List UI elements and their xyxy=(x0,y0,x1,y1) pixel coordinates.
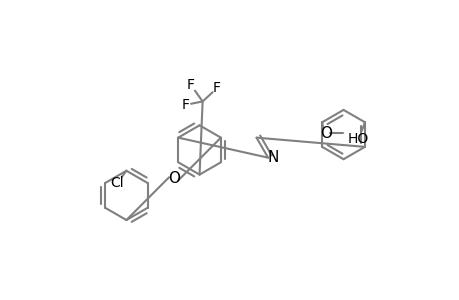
Text: F: F xyxy=(187,77,195,92)
Text: O: O xyxy=(319,125,331,140)
Text: F: F xyxy=(212,81,220,94)
Text: Cl: Cl xyxy=(110,176,124,190)
Text: N: N xyxy=(266,150,278,165)
Text: O: O xyxy=(167,171,179,186)
Text: HO: HO xyxy=(347,132,369,146)
Text: F: F xyxy=(181,98,189,112)
